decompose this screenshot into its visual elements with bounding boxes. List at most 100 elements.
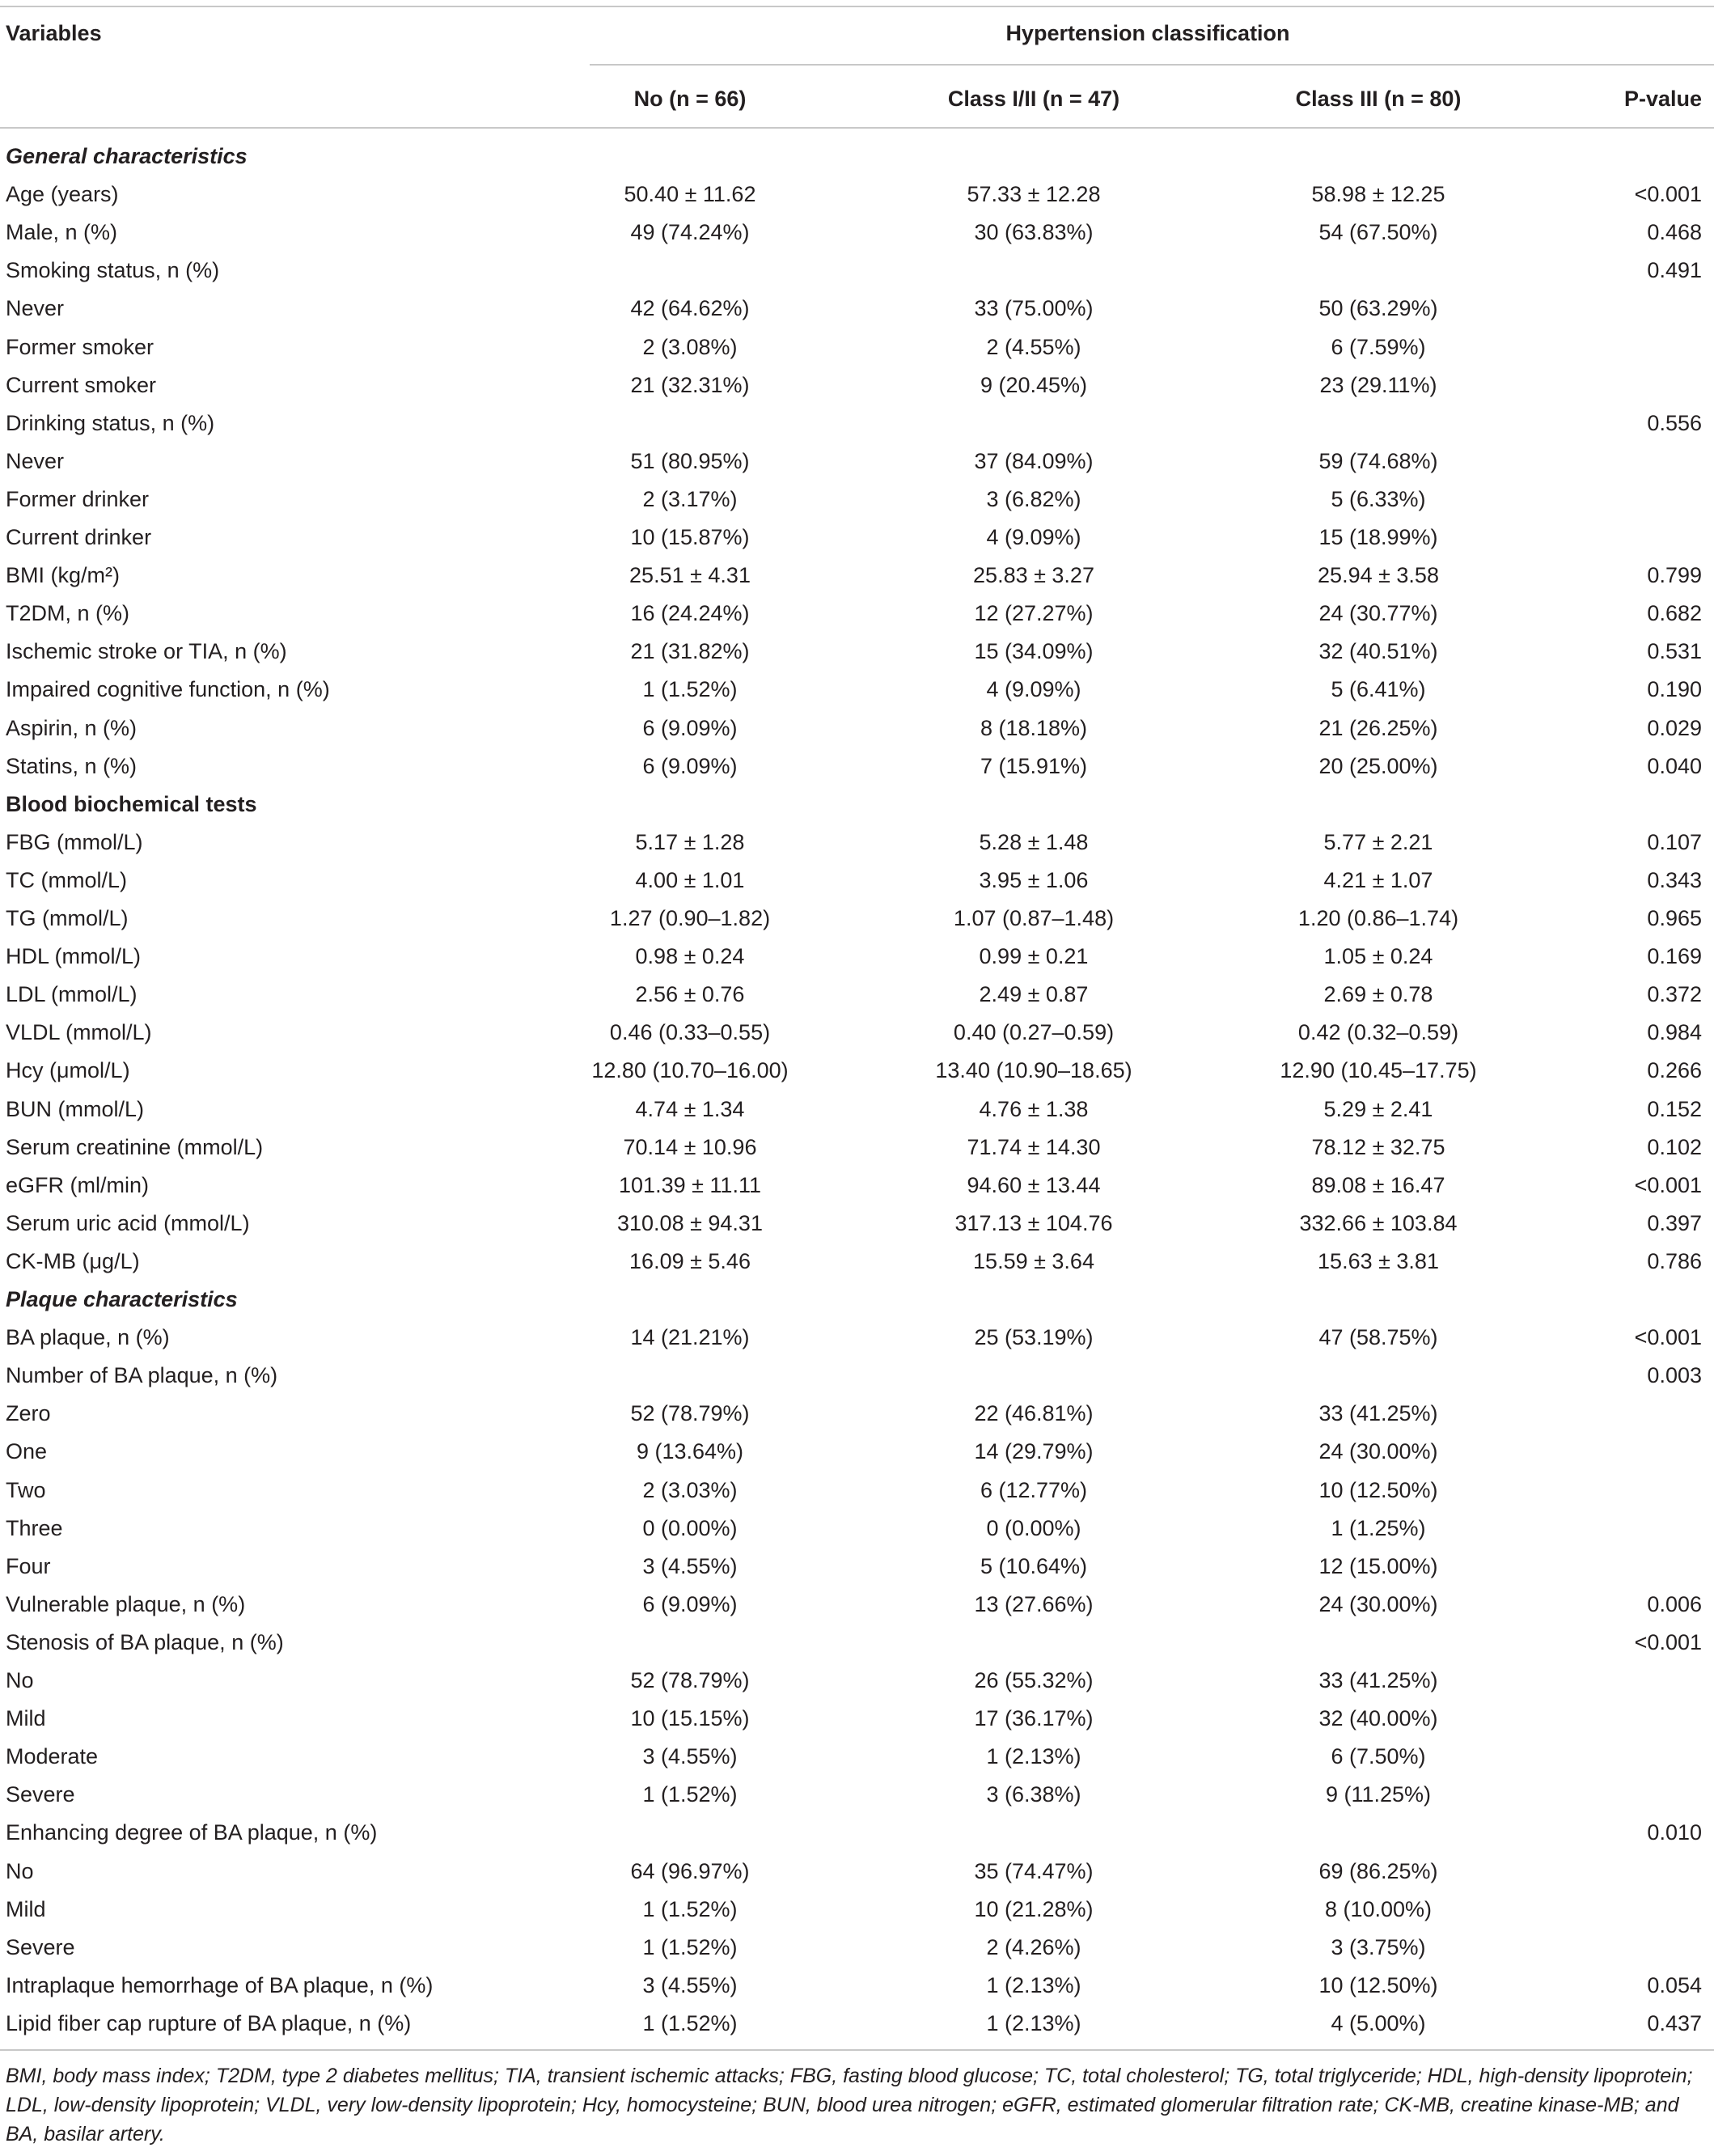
row-label: CK-MB (μg/L) xyxy=(6,1248,140,1273)
cell-value: 3 (4.55%) xyxy=(642,1972,738,1997)
cell-value: 2 (4.26%) xyxy=(986,1934,1081,1959)
p-value: 0.010 xyxy=(1647,1820,1702,1845)
cell-value: 89.08 ± 16.47 xyxy=(1311,1172,1445,1197)
cell-value: 5.29 ± 2.41 xyxy=(1323,1096,1433,1121)
row-label: No xyxy=(6,1858,34,1883)
row-label: Serum creatinine (mmol/L) xyxy=(6,1134,264,1159)
cell-value: 54 (67.50%) xyxy=(1318,220,1438,245)
row-label: Impaired cognitive function, n (%) xyxy=(6,677,330,702)
row-label: Smoking status, n (%) xyxy=(6,258,220,283)
cell-value: 3 (3.75%) xyxy=(1331,1934,1426,1959)
cell-value: 51 (80.95%) xyxy=(630,448,750,473)
cell-value: 3 (4.55%) xyxy=(642,1744,738,1769)
variables-header: Variables xyxy=(6,21,102,45)
cell-value: 0 (0.00%) xyxy=(642,1515,738,1540)
row-label: Moderate xyxy=(6,1744,99,1769)
cell-value: 5 (6.41%) xyxy=(1331,677,1426,702)
cell-value: 3.95 ± 1.06 xyxy=(979,867,1089,892)
top-rule xyxy=(0,6,1714,7)
cell-value: 21 (31.82%) xyxy=(630,639,750,664)
cell-value: 3 (6.38%) xyxy=(986,1782,1081,1807)
row-label: Lipid fiber cap rupture of BA plaque, n … xyxy=(6,2010,412,2035)
section-header: Plaque characteristics xyxy=(6,1287,238,1311)
row-label: eGFR (ml/min) xyxy=(6,1172,149,1197)
cell-value: 10 (12.50%) xyxy=(1318,1972,1438,1997)
cell-value: 2 (3.03%) xyxy=(642,1477,738,1502)
cell-value: 1 (1.52%) xyxy=(642,1896,738,1921)
row-label: Aspirin, n (%) xyxy=(6,715,138,740)
column-header: Class III (n = 80) xyxy=(1295,87,1462,111)
cell-value: 78.12 ± 32.75 xyxy=(1311,1134,1445,1159)
p-value: 0.984 xyxy=(1647,1020,1702,1045)
p-value: 0.491 xyxy=(1647,258,1702,283)
cell-value: 332.66 ± 103.84 xyxy=(1299,1210,1458,1235)
cell-value: 33 (41.25%) xyxy=(1318,1401,1438,1426)
cell-value: 5.77 ± 2.21 xyxy=(1323,829,1433,854)
section-header: Blood biochemical tests xyxy=(6,791,257,816)
cell-value: 6 (12.77%) xyxy=(980,1477,1088,1502)
cell-value: 57.33 ± 12.28 xyxy=(967,182,1101,207)
row-label: HDL (mmol/L) xyxy=(6,944,142,969)
cell-value: 35 (74.47%) xyxy=(974,1858,1094,1883)
cell-value: 1 (2.13%) xyxy=(986,1972,1081,1997)
cell-value: 1.07 (0.87–1.48) xyxy=(953,906,1115,930)
row-label: Mild xyxy=(6,1706,46,1731)
cell-value: 2 (4.55%) xyxy=(986,334,1081,359)
cell-value: 12 (27.27%) xyxy=(974,601,1094,626)
cell-value: 33 (41.25%) xyxy=(1318,1668,1438,1692)
p-value: 0.682 xyxy=(1647,601,1702,626)
row-label: Never xyxy=(6,296,65,321)
p-value: 0.266 xyxy=(1647,1058,1702,1083)
p-value: 0.107 xyxy=(1647,829,1702,854)
cell-value: 2.56 ± 0.76 xyxy=(635,982,745,1007)
p-value: 0.343 xyxy=(1647,867,1702,892)
row-label: Severe xyxy=(6,1934,75,1959)
cell-value: 1 (1.52%) xyxy=(642,677,738,702)
cell-value: 16 (24.24%) xyxy=(630,601,750,626)
row-label: Zero xyxy=(6,1401,51,1426)
row-label: Former smoker xyxy=(6,334,154,359)
p-value: <0.001 xyxy=(1634,182,1702,207)
cell-value: 6 (7.59%) xyxy=(1331,334,1426,359)
p-value: 0.468 xyxy=(1647,220,1702,245)
cell-value: 1 (1.52%) xyxy=(642,2010,738,2035)
cell-value: 49 (74.24%) xyxy=(630,220,750,245)
cell-value: 2 (3.08%) xyxy=(642,334,738,359)
cell-value: 4.21 ± 1.07 xyxy=(1323,867,1433,892)
cell-value: 23 (29.11%) xyxy=(1319,372,1437,397)
cell-value: 20 (25.00%) xyxy=(1318,753,1438,778)
cell-value: 9 (11.25%) xyxy=(1325,1782,1432,1807)
p-value: 0.437 xyxy=(1647,2010,1702,2035)
cell-value: 4.76 ± 1.38 xyxy=(979,1096,1089,1121)
cell-value: 3 (6.82%) xyxy=(986,486,1081,511)
cell-value: 21 (32.31%) xyxy=(630,372,750,397)
cell-value: 14 (21.21%) xyxy=(630,1325,750,1350)
cell-value: 2 (3.17%) xyxy=(642,486,738,511)
cell-value: 5.17 ± 1.28 xyxy=(635,829,745,854)
row-label: BUN (mmol/L) xyxy=(6,1096,145,1121)
cell-value: 6 (9.09%) xyxy=(642,753,738,778)
cell-value: 9 (20.45%) xyxy=(980,372,1088,397)
cell-value: 8 (18.18%) xyxy=(980,715,1088,740)
cell-value: 71.74 ± 14.30 xyxy=(967,1134,1101,1159)
row-label: Number of BA plaque, n (%) xyxy=(6,1363,278,1388)
cell-value: 1 (1.25%) xyxy=(1331,1515,1426,1540)
cell-value: 0.46 (0.33–0.55) xyxy=(609,1020,771,1045)
row-label: TG (mmol/L) xyxy=(6,906,129,930)
p-value: 0.169 xyxy=(1647,944,1702,969)
cell-value: 64 (96.97%) xyxy=(630,1858,750,1883)
p-value: 0.029 xyxy=(1647,715,1702,740)
cell-value: 0.98 ± 0.24 xyxy=(635,944,745,969)
cell-value: 13 (27.66%) xyxy=(974,1591,1094,1616)
cell-value: 15.59 ± 3.64 xyxy=(973,1248,1094,1273)
row-label: Statins, n (%) xyxy=(6,753,138,778)
cell-value: 30 (63.83%) xyxy=(974,220,1094,245)
cell-value: 50.40 ± 11.62 xyxy=(624,182,756,207)
cell-value: 5 (10.64%) xyxy=(980,1553,1088,1578)
cell-value: 58.98 ± 12.25 xyxy=(1311,182,1445,207)
cell-value: 52 (78.79%) xyxy=(630,1401,750,1426)
row-label: Intraplaque hemorrhage of BA plaque, n (… xyxy=(6,1972,434,1997)
row-label: Drinking status, n (%) xyxy=(6,410,215,435)
cell-value: 1.05 ± 0.24 xyxy=(1323,944,1433,969)
p-value: <0.001 xyxy=(1634,1172,1702,1197)
